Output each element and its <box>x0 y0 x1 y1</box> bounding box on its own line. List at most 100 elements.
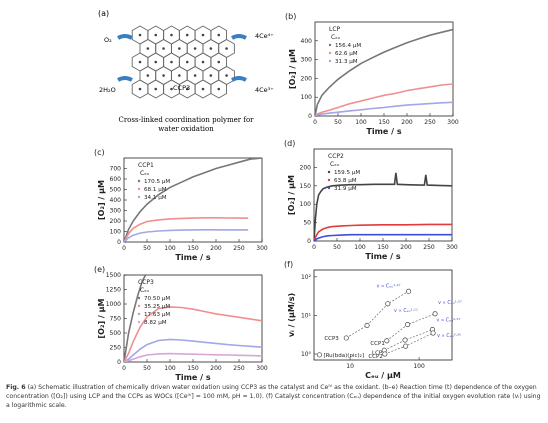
plot-area <box>316 288 438 358</box>
legend-swatch <box>137 195 141 199</box>
y-tick-label: 300 <box>110 208 122 215</box>
x-tick-label: 100 <box>355 119 367 126</box>
legend-subtitle: Cₑᵤ <box>140 287 150 294</box>
y-axis-label: [O₂] / μM <box>97 180 106 220</box>
legend-swatch <box>328 59 332 63</box>
metal-node <box>162 74 165 77</box>
y-tick-label: 100 <box>301 94 313 101</box>
series-name-label: CCP1 <box>370 341 385 347</box>
legend-entry: 35.25 μM <box>144 304 170 310</box>
y-tick-label: 600 <box>110 176 122 183</box>
metal-node <box>138 87 142 91</box>
metal-node <box>217 60 221 64</box>
legend-title: CCP2 <box>328 153 344 160</box>
x-tick-label: 250 <box>233 245 245 252</box>
y-tick-label: 0 <box>307 238 311 245</box>
chart-e: 0 50 100 150 200 250 300 0 250 500 750 1000 1250 1500… <box>94 265 268 382</box>
metal-node <box>201 33 205 37</box>
chart-b: 0 50 100 150 200 250 300 0 100 200 300 400 Time / s [… <box>285 12 459 136</box>
panel-a-title-line1: Cross-linked coordination polymer for <box>118 116 254 124</box>
metal-node <box>185 87 189 91</box>
y-tick-label: 0 <box>117 239 121 246</box>
panel-label: (b) <box>285 12 296 21</box>
legend-swatch <box>137 304 141 308</box>
y-tick-label: 700 <box>110 166 122 173</box>
fit-line <box>384 329 433 351</box>
series-name-label: [Ru(bda)(pic)₂] <box>323 353 364 359</box>
metal-node <box>193 47 197 50</box>
x-tick-label: 300 <box>446 244 458 251</box>
data-point <box>430 330 436 336</box>
legend-entry: 31.3 μM <box>335 59 358 65</box>
metal-node <box>170 33 173 37</box>
metal-node <box>154 33 158 37</box>
x-axis-label: Time / s <box>365 252 400 261</box>
series-line <box>124 275 147 362</box>
plot-area <box>124 158 262 242</box>
metal-node <box>217 33 221 37</box>
series-line <box>124 217 249 242</box>
series-name-label: CCP2 <box>368 354 383 360</box>
fit-exponent-label: v ∝ Cₑᵤ⁰·⁹⁷ <box>436 318 460 324</box>
y-tick-label: 1500 <box>106 272 121 279</box>
y-tick-label: 1250 <box>106 287 121 294</box>
x-axis-label: Time / s <box>175 373 210 382</box>
legend-subtitle: Cₑᵤ <box>331 34 341 41</box>
data-point <box>316 352 323 358</box>
legend-entry: 156.4 μM <box>335 43 361 49</box>
metal-node <box>209 74 213 77</box>
plot-area <box>315 28 453 116</box>
y-tick-label: 0 <box>308 113 312 120</box>
legend-entry: 34.1 μM <box>144 195 167 201</box>
legend-entry: 70.50 μM <box>144 296 170 302</box>
series-line <box>315 28 453 116</box>
metal-node <box>225 74 228 77</box>
chart-f: 10 100 10⁰ 10¹ 10² Cₑᵤ / μM vᵢ / (μM/s) (f) CCP3… <box>284 260 462 380</box>
x-tick-label: 200 <box>401 119 413 126</box>
data-point <box>384 338 390 344</box>
fit-exponent-label: v ∝ Cₑᵤ¹·⁴⁷ <box>377 283 401 289</box>
series-line <box>314 223 452 241</box>
y-axis-label: [O₂] / μM <box>287 175 296 215</box>
y-tick-label: 400 <box>301 38 313 45</box>
y-axis-label: [O₂] / μM <box>97 298 106 338</box>
y-tick-label: 300 <box>301 57 313 64</box>
data-point <box>406 288 412 294</box>
metal-node <box>162 47 165 50</box>
legend-entry: 68.1 μM <box>144 187 167 193</box>
data-point <box>402 337 408 343</box>
x-tick-label: 50 <box>333 244 341 251</box>
y-tick-label: 250 <box>110 345 122 352</box>
metal-node <box>146 47 150 50</box>
legend-swatch <box>327 178 331 182</box>
metal-node <box>193 74 197 77</box>
metal-node <box>138 60 142 64</box>
x-tick-label: 200 <box>210 245 222 252</box>
legend-swatch <box>328 51 332 55</box>
data-point <box>403 343 409 349</box>
metal-node <box>170 87 173 91</box>
metal-node <box>225 47 228 50</box>
y-tick-label: 500 <box>110 330 122 337</box>
x-tick-label: 150 <box>378 119 390 126</box>
panel-label: (d) <box>284 139 295 148</box>
y-tick-label: 150 <box>300 183 312 190</box>
legend-swatch <box>137 187 141 191</box>
x-tick-label: 300 <box>256 365 268 372</box>
x-tick-label: 250 <box>423 244 435 251</box>
data-point <box>432 311 438 317</box>
fit-line <box>386 313 436 342</box>
x-axis-label: Cₑᵤ / μM <box>365 371 401 380</box>
metal-node <box>154 87 158 91</box>
x-tick-label: 50 <box>334 119 342 126</box>
y-tick-label: 100 <box>110 229 122 236</box>
ce3-label: 4Ce³⁺ <box>255 86 274 94</box>
legend-swatch <box>327 170 331 174</box>
y-axis-label: vᵢ / (μM/s) <box>287 293 296 337</box>
ccp3-label: CCP3 <box>173 84 190 92</box>
y-tick-label: 750 <box>110 316 122 323</box>
figure-caption: Fig. 6 (a) Schematic illustration of che… <box>6 383 544 410</box>
blue-arrow-ce3 <box>231 76 247 82</box>
legend-swatch <box>137 179 141 183</box>
